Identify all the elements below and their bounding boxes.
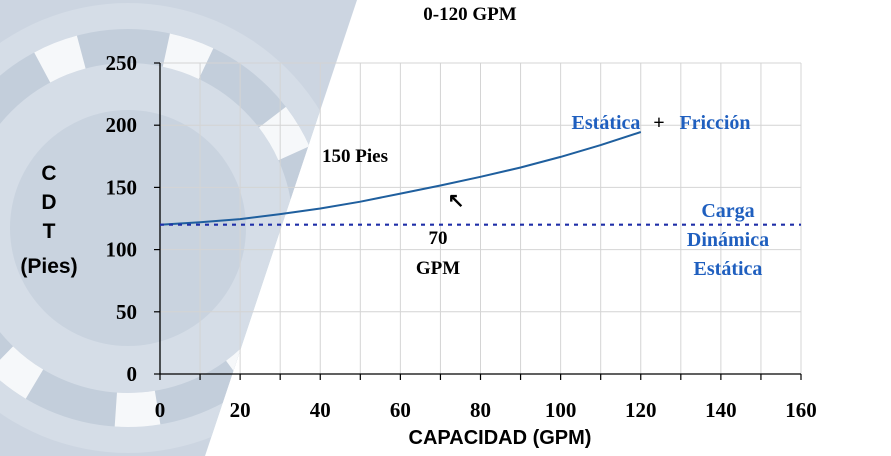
x-tick-label: 120 — [625, 398, 657, 422]
series-line-total-head — [159, 131, 642, 226]
x-tick-labels: 0 20 40 60 80 100 120 140 160 — [155, 398, 817, 422]
x-tick-label: 140 — [705, 398, 737, 422]
y-tick-labels: 0 50 100 150 200 250 — [106, 51, 138, 386]
curve-label-plus: + — [653, 112, 664, 134]
y-axis-label-line-2: D — [41, 191, 56, 214]
y-axis-label: C D T (Pies) — [20, 162, 77, 278]
curve-label-static: Estática — [572, 112, 641, 134]
point-value-label: 150 Pies — [322, 146, 388, 167]
static-head-label-line-1: Carga — [701, 200, 754, 222]
y-axis-label-line-1: C — [41, 162, 56, 185]
y-tick-label: 200 — [106, 113, 138, 137]
x-tick-label: 100 — [545, 398, 577, 422]
y-tick-label: 50 — [116, 300, 137, 324]
series — [159, 131, 801, 226]
static-head-label-line-3: Estática — [694, 258, 763, 280]
x-tick-label: 20 — [230, 398, 251, 422]
y-tick-label: 100 — [106, 238, 138, 262]
static-head-label: Carga Dinámica Estática — [687, 200, 769, 280]
x-tick-label: 40 — [310, 398, 331, 422]
point-flow-unit: GPM — [416, 258, 460, 279]
curve-label: Estática + Fricción — [572, 112, 751, 134]
y-axis-label-line-3: T — [43, 220, 56, 243]
chart-title: 0-120 GPM — [423, 4, 516, 25]
curve-label-friction: Fricción — [679, 112, 750, 134]
point-arrow: ↖ — [448, 190, 465, 212]
x-axis-label: CAPACIDAD (GPM) — [409, 427, 592, 449]
x-tick-label: 80 — [470, 398, 491, 422]
axes — [154, 62, 802, 380]
x-tick-label: 60 — [390, 398, 411, 422]
static-head-label-line-2: Dinámica — [687, 229, 769, 251]
x-tick-label: 160 — [785, 398, 817, 422]
y-axis-label-line-4: (Pies) — [20, 255, 77, 278]
point-flow-value: 70 — [429, 228, 448, 249]
y-tick-label: 0 — [127, 362, 138, 386]
y-tick-label: 150 — [106, 175, 138, 199]
x-tick-label: 0 — [155, 398, 166, 422]
y-tick-label: 250 — [106, 51, 138, 75]
